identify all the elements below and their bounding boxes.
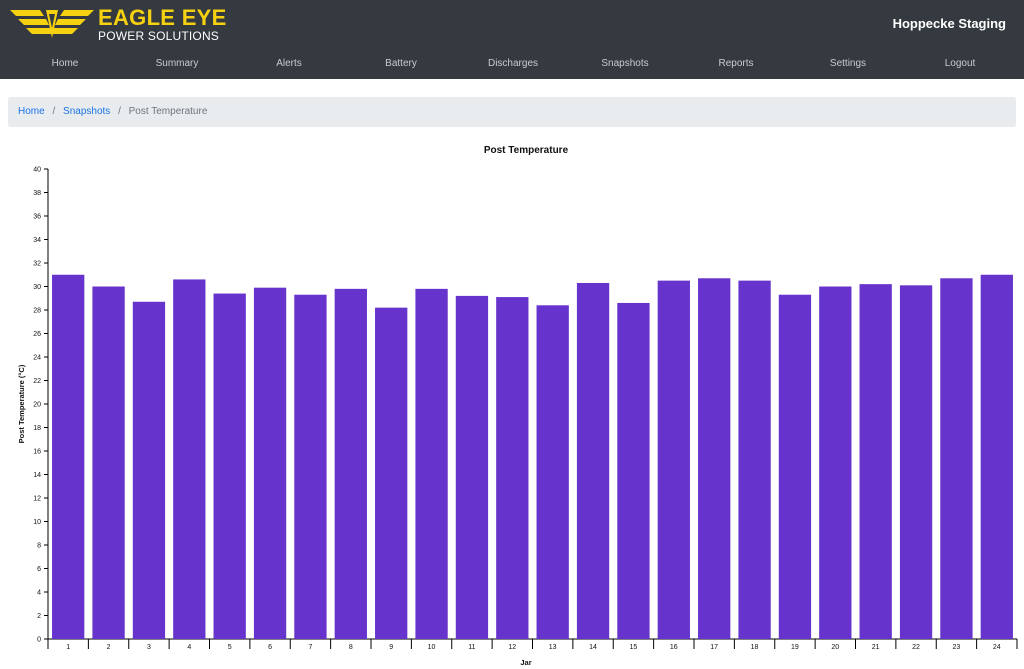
nav-home[interactable]: Home: [51, 58, 79, 69]
eagle-wings-icon: [10, 10, 94, 38]
bar-jar-19[interactable]: [778, 294, 812, 639]
bar-jar-6[interactable]: [253, 287, 287, 639]
bar-jar-21[interactable]: [859, 284, 892, 639]
bar-jar-4[interactable]: [173, 279, 206, 639]
breadcrumb-snapshots[interactable]: Snapshots: [63, 106, 111, 117]
bar-jar-3[interactable]: [132, 301, 166, 639]
y-tick-label: 0: [37, 637, 41, 644]
nav-summary[interactable]: Summary: [155, 58, 199, 69]
site-name: Hoppecke Staging: [892, 16, 1006, 31]
x-tick-label: 1: [66, 644, 70, 651]
bar-jar-2[interactable]: [92, 286, 125, 640]
y-tick-label: 6: [37, 566, 41, 573]
nav-snapshots[interactable]: Snapshots: [601, 58, 649, 69]
chart-title: Post Temperature: [484, 145, 569, 156]
x-tick-label: 24: [993, 644, 1001, 651]
breadcrumb-separator: /: [118, 106, 121, 117]
y-tick-label: 14: [33, 472, 41, 479]
x-tick-label: 14: [589, 644, 597, 651]
bar-jar-23[interactable]: [940, 278, 973, 639]
y-tick-label: 10: [33, 519, 41, 526]
x-tick-label: 16: [670, 644, 678, 651]
y-tick-label: 24: [33, 355, 41, 362]
breadcrumb-separator: /: [52, 106, 56, 117]
top-navbar: EAGLE EYE POWER SOLUTIONS Hoppecke Stagi…: [0, 0, 1024, 79]
y-tick-label: 28: [33, 308, 41, 315]
y-tick-label: 40: [33, 167, 41, 174]
y-tick-label: 4: [37, 590, 41, 597]
bar-jar-22[interactable]: [899, 285, 933, 639]
bar-jar-7[interactable]: [294, 294, 327, 639]
y-tick-label: 34: [33, 237, 41, 244]
x-tick-label: 23: [953, 644, 961, 651]
x-tick-label: 11: [468, 644, 475, 651]
x-tick-label: 4: [187, 644, 191, 651]
y-tick-label: 22: [33, 378, 41, 385]
bar-jar-17[interactable]: [698, 278, 731, 639]
y-tick-label: 32: [33, 261, 41, 268]
x-tick-label: 9: [389, 644, 393, 651]
x-tick-label: 10: [428, 644, 436, 651]
nav-reports[interactable]: Reports: [718, 58, 754, 69]
bar-jar-10[interactable]: [415, 288, 448, 639]
post-temperature-chart: Post Temperature 02468101214161820222426…: [17, 145, 1018, 667]
x-tick-label: 15: [630, 644, 638, 651]
bar-jar-13[interactable]: [536, 305, 569, 639]
x-tick-label: 3: [147, 644, 151, 651]
breadcrumb-home[interactable]: Home: [18, 106, 45, 117]
nav-battery[interactable]: Battery: [385, 58, 417, 69]
bar-jar-18[interactable]: [738, 280, 771, 639]
x-tick-label: 7: [308, 644, 312, 651]
nav-settings[interactable]: Settings: [829, 58, 867, 69]
bar-jar-14[interactable]: [576, 282, 610, 639]
bar-jar-1[interactable]: [52, 274, 85, 639]
x-tick-label: 19: [791, 644, 799, 651]
nav-discharges[interactable]: Discharges: [487, 58, 539, 69]
y-tick-label: 20: [33, 402, 41, 409]
bar-jar-20[interactable]: [819, 286, 852, 640]
nav-logout[interactable]: Logout: [944, 58, 976, 69]
x-axis-title: Jar: [520, 658, 531, 667]
bar-jar-16[interactable]: [657, 280, 690, 639]
bar-jar-9[interactable]: [375, 307, 408, 639]
x-tick-label: 18: [751, 644, 759, 651]
x-tick-label: 12: [508, 644, 516, 651]
x-tick-label: 8: [349, 644, 353, 651]
bars: [52, 274, 1013, 640]
y-tick-label: 16: [33, 449, 41, 456]
x-axis: 1 2 3 4 5 6 7 8 9 10 11 12 13 14 15 16 17 18 19 20 21 22 23 24: [47, 638, 1018, 651]
y-tick-label: 12: [33, 496, 41, 503]
y-tick-label: 2: [37, 613, 41, 620]
brand-title: EAGLE EYE: [98, 5, 227, 30]
main-nav: Home Summary Alerts Battery Discharges S…: [0, 55, 1024, 73]
x-tick-label: 17: [710, 644, 718, 651]
y-tick-label: 8: [37, 543, 41, 550]
breadcrumb: Home / Snapshots / Post Temperature: [8, 97, 1016, 127]
bar-jar-5[interactable]: [213, 293, 246, 639]
bar-jar-12[interactable]: [496, 297, 529, 639]
y-tick-label: 38: [33, 190, 41, 197]
brand-subtitle: POWER SOLUTIONS: [98, 29, 220, 43]
nav-alerts[interactable]: Alerts: [276, 58, 302, 69]
bar-jar-8[interactable]: [334, 288, 367, 639]
y-tick-label: 18: [33, 425, 41, 432]
bar-jar-15[interactable]: [617, 302, 650, 639]
x-tick-label: 21: [872, 644, 880, 651]
brand-logo[interactable]: EAGLE EYE POWER SOLUTIONS: [10, 5, 227, 43]
y-tick-label: 30: [33, 284, 41, 291]
bar-jar-24[interactable]: [980, 274, 1013, 639]
x-tick-label: 20: [831, 644, 839, 651]
x-tick-label: 22: [912, 644, 920, 651]
y-tick-label: 36: [33, 214, 41, 221]
x-tick-label: 5: [228, 644, 232, 651]
y-axis-title: Post Temperature (°C): [17, 364, 26, 443]
x-tick-label: 13: [549, 644, 557, 651]
breadcrumb-current: Post Temperature: [128, 106, 208, 117]
x-tick-label: 2: [107, 644, 111, 651]
bar-jar-11[interactable]: [455, 295, 489, 639]
y-tick-label: 26: [33, 331, 41, 338]
x-tick-label: 6: [268, 644, 272, 651]
